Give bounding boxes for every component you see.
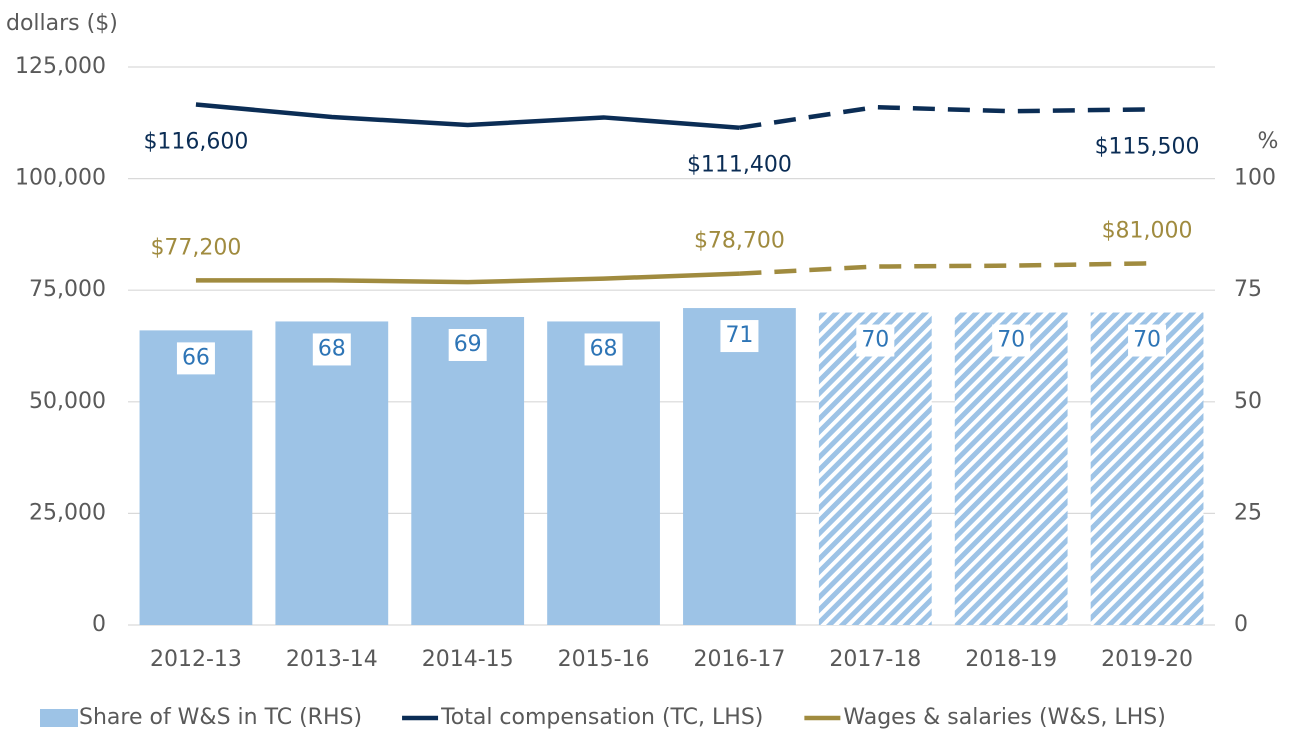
bar-label-bg	[720, 320, 759, 353]
y-tick-label: 50,000	[29, 389, 106, 414]
x-tick-label: 2013-14	[286, 647, 378, 672]
bar-label: 69	[454, 332, 482, 357]
data-label: $115,500	[1095, 134, 1200, 159]
bar-label-group: 70	[1128, 324, 1167, 357]
bar	[139, 330, 253, 625]
y2-tick-label: 25	[1234, 500, 1262, 525]
legend-label: Total compensation (TC, LHS)	[440, 705, 763, 730]
legend-swatch	[40, 709, 78, 727]
data-label: $77,200	[150, 235, 241, 260]
bar-label-bg	[176, 342, 215, 375]
line	[195, 271, 740, 285]
bar-label-group: 71	[720, 320, 759, 353]
bar-label-group: 69	[448, 328, 487, 361]
x-tick-label: 2014-15	[422, 647, 514, 672]
y-axis-label: dollars ($)	[6, 11, 118, 36]
x-tick-label: 2015-16	[558, 647, 650, 672]
x-tick-label: 2012-13	[150, 647, 242, 672]
y2-tick-label: 75	[1234, 277, 1262, 302]
bar-label-group: 68	[312, 333, 351, 366]
data-label: $78,700	[694, 229, 785, 254]
y2-axis-label: %	[1258, 129, 1279, 154]
y2-tick-label: 0	[1234, 612, 1248, 637]
bar-label: 71	[725, 323, 753, 348]
bar-label-group: 68	[584, 333, 623, 366]
bar-label: 66	[182, 345, 210, 370]
data-label: $116,600	[143, 129, 248, 154]
bar	[411, 316, 525, 625]
bar-label-bg	[312, 333, 351, 366]
bar-label-bg	[448, 328, 487, 361]
y2-tick-label: 100	[1234, 166, 1276, 191]
bar-label-bg	[856, 324, 895, 357]
y2-tick-label: 50	[1234, 389, 1262, 414]
bar-label-bg	[584, 333, 623, 366]
line	[739, 261, 1148, 276]
line	[195, 102, 740, 130]
data-label: $111,400	[687, 153, 792, 178]
legend-label: Share of W&S in TC (RHS)	[79, 705, 362, 730]
bar-label: 70	[997, 328, 1025, 353]
legend-label: Wages & salaries (W&S, LHS)	[843, 705, 1165, 730]
x-tick-label: 2016-17	[693, 647, 785, 672]
bar	[683, 308, 796, 625]
y-tick-label: 0	[92, 612, 106, 637]
bar-label: 68	[318, 336, 346, 361]
bar-label-bg	[1128, 324, 1167, 357]
bar-label-group: 66	[176, 342, 215, 375]
x-tick-label: 2017-18	[829, 647, 921, 672]
x-tick-label: 2018-19	[965, 647, 1057, 672]
bar	[818, 312, 932, 625]
y-tick-label: 125,000	[15, 54, 106, 79]
line	[739, 104, 1148, 130]
y-tick-label: 25,000	[29, 500, 106, 525]
bar	[275, 321, 389, 625]
x-tick-label: 2019-20	[1101, 647, 1193, 672]
y-tick-label: 100,000	[15, 166, 106, 191]
data-label: $81,000	[1102, 218, 1193, 243]
bar-label: 68	[590, 336, 618, 361]
bar	[547, 321, 660, 625]
bar	[1090, 312, 1204, 625]
bar-label-group: 70	[992, 324, 1031, 357]
bar-label-group: 70	[856, 324, 895, 357]
bar-label-bg	[992, 324, 1031, 357]
y-tick-label: 75,000	[29, 277, 106, 302]
bar	[954, 312, 1068, 625]
bar-label: 70	[1133, 328, 1161, 353]
bar-label: 70	[861, 328, 889, 353]
